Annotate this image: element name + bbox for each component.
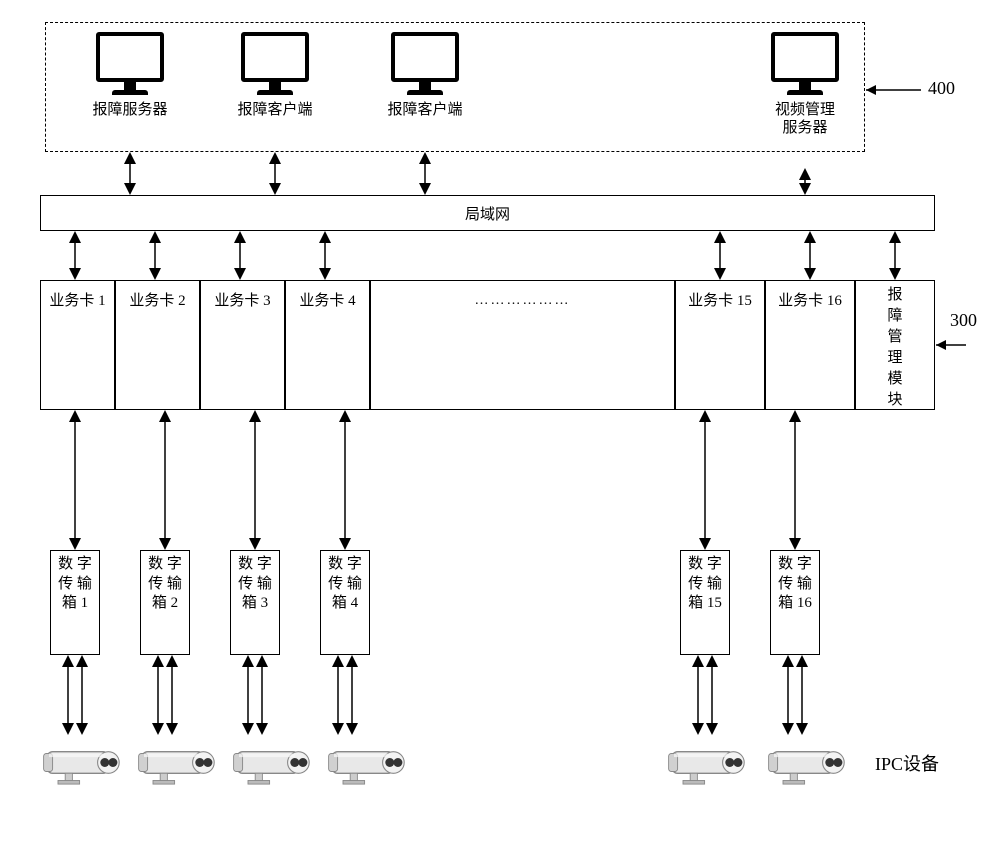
lan-box: 局域网 [40, 195, 935, 231]
monitor-video-server: 视频管理 服务器 [760, 32, 850, 137]
card-2: 业务卡 2 [115, 280, 200, 410]
card-label: 业务卡 2 [129, 289, 185, 310]
ellipsis-icon: ……………… [475, 293, 571, 309]
monitor-label: 视频管理 服务器 [760, 95, 850, 137]
transfer-box-3: 数 字 传 输 箱 3 [230, 550, 280, 655]
card-16: 业务卡 16 [765, 280, 855, 410]
card-label: 业务卡 3 [214, 289, 270, 310]
diagram-stage: 400 报障服务器 报障客户端 报障客户端 视频管理 服务器 局域网 业务卡 1… [20, 20, 980, 838]
transfer-box-2: 数 字 传 输 箱 2 [140, 550, 190, 655]
card-label: 业务卡 15 [688, 289, 752, 310]
card-15: 业务卡 15 [675, 280, 765, 410]
card-3: 业务卡 3 [200, 280, 285, 410]
card-label: 业务卡 4 [299, 289, 355, 310]
lan-label: 局域网 [465, 203, 510, 224]
monitor-label: 报障客户端 [380, 95, 470, 119]
card-1: 业务卡 1 [40, 280, 115, 410]
callout-300 [936, 330, 986, 365]
camera-15-icon [665, 735, 755, 790]
monitor-label: 报障客户端 [230, 95, 320, 119]
callout-400-label: 400 [928, 78, 955, 99]
ipc-label: IPC设备 [875, 750, 939, 776]
camera-16-icon [765, 735, 855, 790]
fault-mgmt-module: 报障管理模块 [855, 280, 935, 410]
card-label: 业务卡 16 [778, 289, 842, 310]
camera-4-icon [325, 735, 415, 790]
monitor-label: 报障服务器 [85, 95, 175, 119]
card-label: 业务卡 1 [49, 289, 105, 310]
transfer-box-16: 数 字 传 输 箱 16 [770, 550, 820, 655]
card-4: 业务卡 4 [285, 280, 370, 410]
camera-1-icon [40, 735, 130, 790]
transfer-box-1: 数 字 传 输 箱 1 [50, 550, 100, 655]
camera-3-icon [230, 735, 320, 790]
transfer-box-4: 数 字 传 输 箱 4 [320, 550, 370, 655]
monitor-fault-server: 报障服务器 [85, 32, 175, 119]
card-label: 报障管理模块 [886, 285, 904, 411]
monitor-fault-client-2: 报障客户端 [380, 32, 470, 119]
camera-2-icon [135, 735, 225, 790]
monitor-fault-client-1: 报障客户端 [230, 32, 320, 119]
transfer-box-15: 数 字 传 输 箱 15 [680, 550, 730, 655]
callout-300-label: 300 [950, 310, 977, 331]
card-ellipsis: ……………… [370, 280, 675, 410]
